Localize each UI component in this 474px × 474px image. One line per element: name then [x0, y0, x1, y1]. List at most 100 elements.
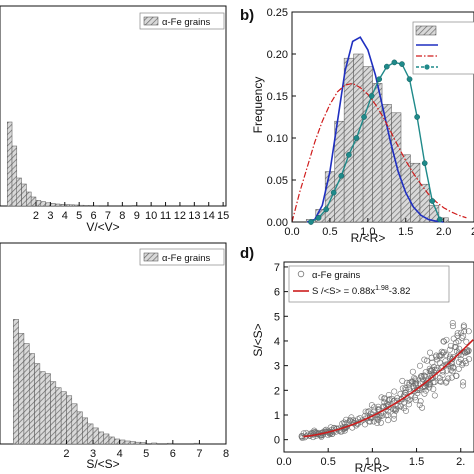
panel-d-point	[450, 335, 457, 342]
panel-b-y-tick-label: 0.25	[267, 7, 288, 19]
panel-d-point	[406, 381, 413, 388]
panel-b-y-tick-label: 0.00	[267, 217, 288, 229]
panel-d-point	[456, 345, 463, 352]
panel-d-x-axis-label: R/<R>	[355, 461, 390, 474]
panel-d-point	[417, 398, 424, 405]
panel-d-point	[460, 324, 467, 331]
panel-d-point	[377, 419, 384, 426]
panel-b-teal-point	[330, 189, 337, 196]
panel-d-point	[456, 359, 463, 366]
panel-a-bar	[21, 183, 27, 207]
panel-c-x-tick-label: 2	[63, 448, 69, 460]
panel-b-teal-point	[315, 214, 322, 221]
panel-b-y-axis-label: Frequency	[251, 77, 265, 134]
panel-d-point	[378, 394, 385, 401]
panel-d-legend: α-Fe grains S /<S> = 0.88x1.98-3.82	[288, 265, 450, 303]
panel-d-point	[412, 380, 419, 387]
panel-b-x-axis-label: R/<R>	[351, 231, 386, 245]
panel-b-x-tick-label: 1.0	[360, 226, 375, 238]
panel-a-x-tick-label: 3	[47, 210, 53, 222]
panel-d-point	[348, 414, 355, 421]
panel-b-red-dashdot-line	[291, 82, 467, 223]
panel-b-teal-point	[338, 172, 345, 179]
panel-a-bar	[6, 121, 13, 207]
panel-d-point	[459, 382, 466, 389]
panel-d-point	[429, 366, 436, 373]
panel-a-bar	[45, 202, 51, 207]
panel-d-point	[400, 405, 407, 412]
panel-c-x-tick-label: 4	[117, 448, 123, 460]
panel-d-point	[436, 375, 443, 382]
panel-a-x-tick-label: 9	[134, 210, 140, 222]
legend-hatch-swatch	[415, 25, 437, 36]
panel-b-x-tick-label: 0.5	[322, 226, 337, 238]
panel-b-legend	[412, 21, 474, 75]
panel-d-point	[343, 416, 350, 423]
panel-d-point	[365, 408, 372, 415]
panel-d-point	[406, 396, 413, 403]
panel-d-point	[327, 424, 334, 431]
panel-d-point	[367, 418, 374, 425]
panel-c-legend: α-Fe grains	[139, 248, 225, 266]
panel-b-teal-point	[391, 59, 398, 66]
panel-a-bar	[16, 177, 22, 207]
panel-d-point	[436, 353, 443, 360]
panel-a-x-tick-label: 7	[105, 210, 111, 222]
panel-d-y-tick-label: 1	[274, 410, 280, 422]
panel-a-x-tick-label: 13	[188, 210, 200, 222]
panel-a-legend: α-Fe grains	[139, 12, 225, 30]
panel-a-bar	[88, 205, 94, 207]
panel-b-bar	[324, 171, 335, 223]
panel-a-x-tick-label: 12	[174, 210, 186, 222]
panel-b-blue-fit-line	[306, 36, 444, 223]
panel-d-y-tick-label: 3	[274, 361, 280, 373]
panel-d-point	[411, 374, 418, 381]
panel-d-point	[385, 404, 392, 411]
panel-d-point	[445, 361, 452, 368]
panel-d-point	[417, 373, 424, 380]
panel-d-point	[440, 349, 447, 356]
panel-d-point	[458, 334, 465, 341]
panel-c-bar	[103, 433, 110, 445]
panel-b-x-tick-label: 0.0	[284, 226, 299, 238]
panel-b-teal-line	[310, 61, 441, 223]
panel-b-y-tick-label: 0.10	[267, 133, 288, 145]
panel-b-bar	[343, 57, 354, 223]
panel-d-point	[385, 412, 392, 419]
panel-c-bar	[87, 423, 94, 445]
panel-d-point	[391, 388, 398, 395]
panel-c-bar	[76, 411, 83, 445]
panel-c-bar	[124, 440, 131, 445]
panel-d-point	[429, 359, 436, 366]
panel-d-point	[391, 412, 398, 419]
panel-d-y-tick-label: 4	[274, 336, 280, 348]
panel-d-point	[412, 376, 419, 383]
panel-b-teal-point	[406, 76, 413, 83]
panel-d-point	[449, 368, 456, 375]
panel-d-point	[466, 356, 473, 363]
panel-d-point	[460, 322, 467, 329]
panel-c-bar	[119, 439, 126, 445]
panel-c-x-tick-label: 5	[143, 448, 149, 460]
panel-d-point	[447, 363, 454, 370]
panel-c-bar	[28, 353, 35, 445]
panel-d-point	[464, 346, 471, 353]
panel-d-point	[405, 401, 412, 408]
panel-c-bar	[114, 438, 120, 445]
panel-b-x-tick-label: 2	[471, 226, 474, 238]
panel-d: d) 0.0 0.5 1.0 1.5 2. 0 1 2 3 4 5 6 7 S/<S> R/<R> α-…	[240, 245, 474, 474]
panel-d-point	[428, 354, 435, 361]
panel-d-point	[453, 372, 460, 379]
panel-d-point	[405, 386, 412, 393]
panel-d-point	[419, 404, 426, 411]
panel-a-bar	[131, 205, 137, 207]
panel-d-x-tick-label: 2.	[456, 456, 465, 468]
panel-a-bar	[11, 145, 18, 207]
panel-c-bar	[193, 442, 200, 445]
panel-d-point	[381, 399, 388, 406]
panel-d-point	[402, 389, 409, 396]
panel-d-point	[362, 408, 369, 415]
panel-b-teal-point	[399, 61, 405, 67]
panel-d-point	[462, 358, 469, 365]
panel-d-point	[431, 392, 438, 399]
